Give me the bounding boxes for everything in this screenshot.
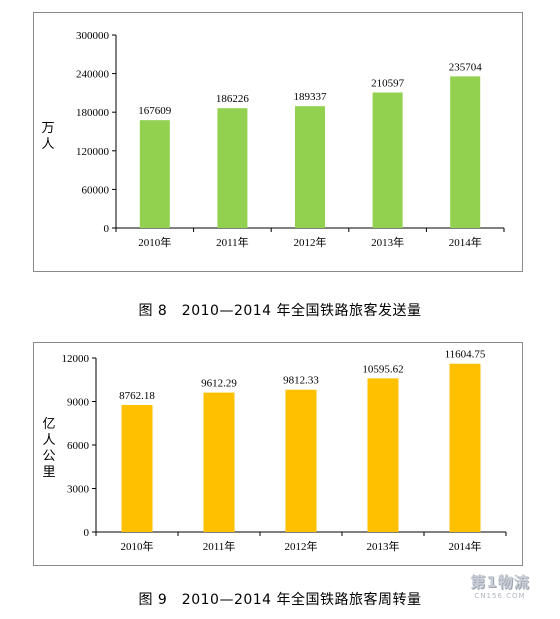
site-watermark-logo: 第1物流 CN156.COM	[460, 566, 540, 604]
y-tick-label: 3000	[67, 484, 90, 496]
bar-2013年	[367, 378, 399, 532]
y-axis-label: 亿人公里	[42, 417, 55, 480]
bar-2010年	[121, 404, 153, 532]
data-label: 167609	[138, 105, 172, 117]
data-label: 9612.29	[201, 378, 237, 390]
figure-9-caption: 图 9 2010—2014 年全国铁路旅客周转量	[138, 592, 422, 608]
data-label: 8762.18	[119, 390, 155, 402]
data-label: 11604.75	[445, 349, 486, 361]
watermark-main-text: 第1物流	[470, 572, 530, 591]
y-tick-label: 0	[104, 223, 110, 235]
bar-2014年	[450, 76, 481, 228]
x-tick-label: 2013年	[371, 235, 404, 249]
chart-passenger-volume-svg: 0 60000 120000 180000 240000 300000 167609 2010…	[41, 30, 505, 249]
x-tick-label: 2013年	[367, 539, 400, 553]
y-tick-label: 300000	[76, 30, 110, 42]
x-tick-label: 2014年	[449, 235, 482, 249]
y-tick-label: 120000	[76, 146, 110, 158]
figure-8-caption: 图 8 2010—2014 年全国铁路旅客发送量	[138, 303, 422, 319]
y-tick-label: 180000	[76, 107, 110, 119]
x-tick-label: 2010年	[121, 539, 154, 553]
bar-2011年	[203, 392, 235, 532]
x-tick-label: 2014年	[449, 539, 482, 553]
x-tick-label: 2012年	[294, 235, 327, 249]
chart-passenger-turnover: 0 3000 6000 9000 12000 8762.18 2010年 9612.29 201…	[33, 342, 523, 566]
x-tick-label: 2011年	[203, 539, 236, 553]
data-label: 186226	[216, 93, 250, 105]
x-tick-label: 2012年	[285, 539, 318, 553]
data-label: 210597	[371, 78, 405, 90]
y-tick-label: 12000	[62, 353, 90, 365]
data-label: 10595.62	[362, 363, 403, 375]
bar-2011年	[217, 108, 248, 228]
bar-2012年	[285, 389, 317, 532]
data-label: 9812.33	[283, 375, 319, 387]
bar-2014年	[449, 363, 481, 532]
y-tick-label: 60000	[82, 184, 110, 196]
chart-passenger-turnover-svg: 0 3000 6000 9000 12000 8762.18 2010年 9612.29 201…	[42, 349, 507, 553]
data-label: 235704	[449, 61, 483, 73]
watermark-sub-text: CN156.COM	[474, 591, 526, 600]
y-tick-label: 9000	[67, 397, 90, 409]
x-tick-label: 2010年	[138, 235, 171, 249]
y-axis-label: 万人	[41, 121, 54, 152]
y-tick-label: 0	[84, 527, 90, 539]
bar-2013年	[372, 92, 403, 228]
data-label: 189337	[294, 91, 328, 103]
y-tick-label: 240000	[76, 69, 110, 81]
bar-2010年	[139, 120, 170, 228]
chart-passenger-volume: 0 60000 120000 180000 240000 300000 167609 2010…	[33, 12, 523, 272]
bar-2012年	[295, 106, 325, 228]
x-tick-label: 2011年	[216, 235, 249, 249]
y-tick-label: 6000	[67, 440, 90, 452]
